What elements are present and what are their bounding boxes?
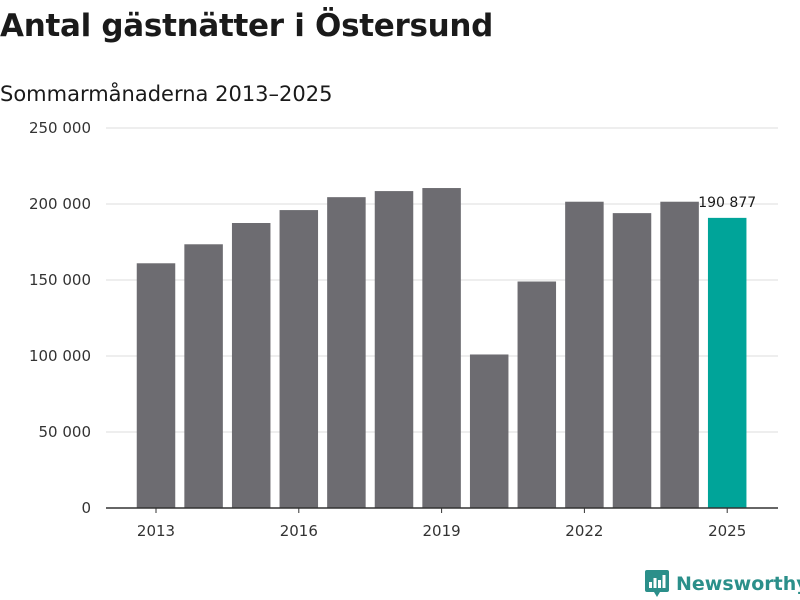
data-label: 190 877 xyxy=(698,195,756,211)
y-tick-label: 200 000 xyxy=(29,195,91,213)
bar xyxy=(612,213,652,508)
chart-subtitle: Sommarmånaderna 2013–2025 xyxy=(0,82,333,106)
chart-title: Antal gästnätter i Östersund xyxy=(0,8,494,44)
brand-name: Newsworthy xyxy=(676,573,800,595)
bar xyxy=(231,223,271,508)
x-tick-label: 2025 xyxy=(708,522,746,540)
y-tick-label: 250 000 xyxy=(29,119,91,137)
y-tick-label: 0 xyxy=(81,499,91,517)
x-tick-label: 2022 xyxy=(565,522,603,540)
bar xyxy=(327,197,366,508)
bar xyxy=(184,244,223,508)
newsworthy-logo-icon xyxy=(645,570,669,597)
bar xyxy=(136,263,176,508)
bar xyxy=(660,201,699,508)
bar xyxy=(279,210,319,508)
y-tick-label: 100 000 xyxy=(29,347,91,365)
bar xyxy=(565,201,604,508)
y-tick-label: 50 000 xyxy=(39,423,92,441)
bar xyxy=(422,188,461,509)
y-tick-label: 150 000 xyxy=(29,271,91,289)
bar xyxy=(469,354,509,508)
x-tick-label: 2013 xyxy=(137,522,175,540)
x-tick-label: 2016 xyxy=(280,522,318,540)
bar xyxy=(707,217,747,509)
bar xyxy=(517,281,557,508)
newsworthy-logo: Newsworthy xyxy=(644,569,800,599)
bar xyxy=(374,191,414,508)
x-tick-label: 2019 xyxy=(423,522,461,540)
